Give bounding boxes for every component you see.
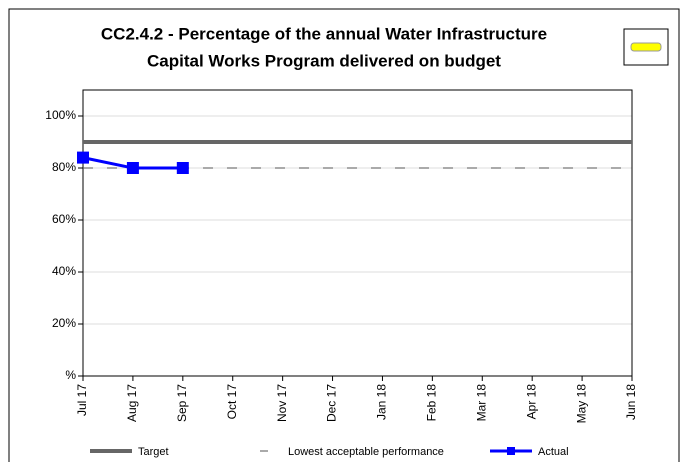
- y-tick-label: %: [65, 368, 76, 382]
- chart-title: Capital Works Program delivered on budge…: [147, 51, 501, 70]
- chart-title: CC2.4.2 - Percentage of the annual Water…: [101, 24, 547, 43]
- y-tick-label: 100%: [45, 108, 76, 122]
- x-tick-label: May 18: [574, 384, 588, 424]
- x-tick-label: Mar 18: [474, 384, 488, 422]
- y-tick-label: 20%: [52, 316, 76, 330]
- data-point: [176, 162, 189, 174]
- x-tick-label: Dec 17: [325, 384, 339, 422]
- legend-swatch: [507, 447, 515, 455]
- x-tick-label: Feb 18: [425, 384, 439, 422]
- x-tick-label: Nov 17: [275, 384, 289, 422]
- x-tick-label: Apr 18: [524, 384, 538, 420]
- x-tick-label: Sep 17: [175, 384, 189, 422]
- plot-border: [82, 89, 633, 377]
- data-point: [77, 151, 89, 164]
- status-icon: [630, 42, 662, 52]
- x-tick-label: Aug 17: [125, 384, 139, 422]
- plot-area: [83, 90, 632, 376]
- legend-label: Target: [138, 446, 169, 458]
- x-tick-label: Oct 17: [225, 384, 239, 420]
- y-tick-label: 60%: [52, 212, 76, 226]
- legend-label: Lowest acceptable performance: [288, 446, 444, 458]
- x-tick-label: Jan 18: [375, 384, 389, 420]
- y-tick-label: 40%: [52, 264, 76, 278]
- legend-label: Actual: [538, 446, 569, 458]
- x-tick-label: Jul 17: [75, 384, 89, 416]
- x-tick-label: Jun 18: [624, 384, 638, 420]
- y-tick-label: 80%: [52, 160, 76, 174]
- data-point: [126, 162, 139, 174]
